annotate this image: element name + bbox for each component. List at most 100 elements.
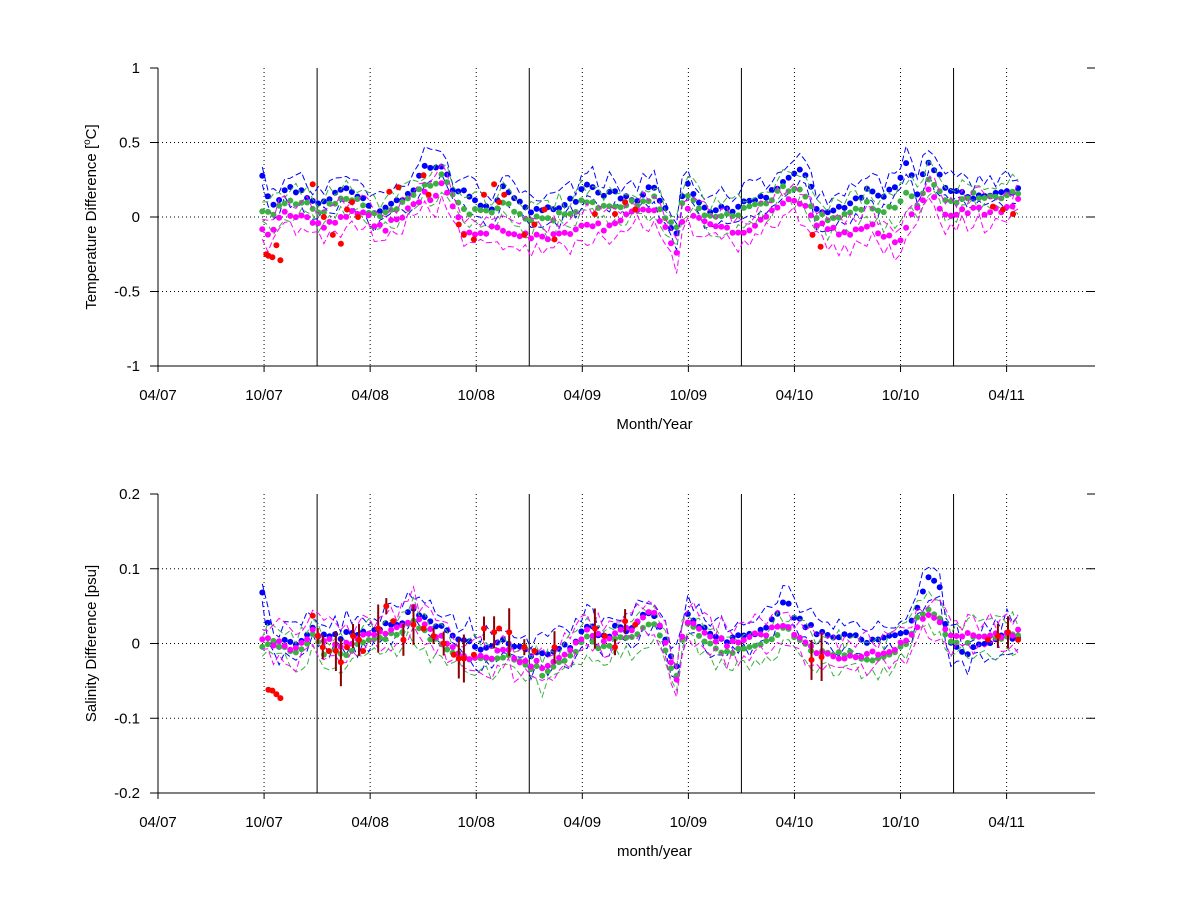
- temperature-blue-point-111: [880, 193, 887, 200]
- temperature-blue-point-57: [578, 186, 585, 193]
- temperature-green-point-33: [444, 179, 451, 186]
- temperature-magenta-point-14: [337, 214, 344, 220]
- salinity-green-point-105: [847, 648, 854, 655]
- temperature-magenta-point-54: [561, 229, 568, 236]
- temperature-green-point-106: [852, 205, 859, 212]
- temperature-magenta-point-12: [326, 218, 333, 225]
- temperature-magenta-point-84: [729, 229, 736, 236]
- temperature-magenta-point-71: [656, 218, 663, 224]
- temperature-blue-point-30: [427, 164, 434, 171]
- temperature-blue-point-112: [886, 186, 893, 193]
- salinity-red-point-36: [622, 618, 629, 625]
- temperature-green-point-104: [841, 211, 848, 217]
- salinity-magenta-point-54: [561, 651, 568, 658]
- salinity-green-point-9: [309, 631, 316, 638]
- salinity-magenta-point-26: [404, 619, 411, 626]
- temperature-green-point-59: [589, 199, 596, 206]
- salinity-blue-point-90: [763, 624, 770, 631]
- temperature-magenta-point-130: [987, 209, 994, 216]
- temperature-y-axis-label-degree: o: [82, 139, 93, 145]
- temperature-magenta-point-106: [852, 226, 859, 233]
- temperature-green-point-90: [763, 200, 770, 207]
- salinity-blue-point-120: [931, 577, 938, 584]
- temperature-blue-point-26: [404, 190, 411, 197]
- temperature-green-point-40: [483, 207, 490, 214]
- salinity-magenta-point-18: [360, 631, 367, 638]
- salinity-magenta-envelope-lower: [262, 623, 1019, 699]
- salinity-magenta-point-116: [908, 631, 915, 638]
- temperature-x-tick-label-4: 04/09: [564, 387, 602, 404]
- salinity-blue-point-125: [959, 648, 966, 655]
- salinity-red-point-4: [309, 612, 316, 619]
- temperature-magenta-point-19: [365, 212, 372, 219]
- temperature-magenta-point-70: [651, 207, 658, 214]
- temperature-red-point-23: [521, 231, 528, 238]
- salinity-blue-point-114: [897, 630, 904, 637]
- temperature-x-tick-label-0: 04/07: [139, 387, 177, 404]
- temperature-magenta-point-3: [276, 214, 283, 221]
- temperature-magenta-point-87: [746, 227, 753, 234]
- salinity-green-point-66: [628, 634, 635, 640]
- salinity-blue-point-122: [942, 621, 949, 627]
- salinity-grid: [157, 494, 1095, 793]
- temperature-magenta-point-124: [953, 211, 960, 218]
- temperature-red-point-25: [541, 206, 548, 213]
- salinity-red-point-37: [632, 621, 639, 628]
- salinity-blue-point-93: [780, 599, 786, 606]
- temperature-magenta-point-32: [438, 180, 445, 187]
- salinity-magenta-point-55: [567, 647, 574, 654]
- salinity-magenta-point-94: [785, 624, 792, 631]
- temperature-blue-point-75: [679, 193, 686, 200]
- salinity-magenta-point-104: [841, 655, 848, 662]
- temperature-blue-point-95: [791, 170, 798, 177]
- temperature-blue-point-103: [835, 203, 842, 210]
- temperature-green-point-42: [494, 205, 501, 212]
- salinity-magenta-point-106: [852, 654, 859, 661]
- salinity-magenta-point-66: [628, 627, 635, 634]
- temperature-green-point-22: [382, 209, 389, 216]
- temperature-magenta-envelope-upper: [262, 162, 1019, 241]
- salinity-magenta-point-77: [690, 620, 697, 627]
- temperature-green-point-31: [432, 180, 439, 187]
- salinity-red-point-40: [984, 636, 991, 643]
- salinity-magenta-point-47: [522, 658, 529, 664]
- temperature-green-point-110: [875, 207, 882, 214]
- salinity-magenta-point-23: [388, 626, 395, 633]
- temperature-green-point-98: [808, 203, 814, 210]
- temperature-green-point-68: [640, 198, 646, 205]
- salinity-red-point-43: [1015, 636, 1022, 643]
- temperature-green-point-61: [600, 202, 607, 209]
- temperature-magenta-point-89: [757, 216, 764, 223]
- salinity-green-point-54: [561, 657, 568, 664]
- salinity-y-axis-label: Salinity Difference [psu]: [83, 565, 100, 722]
- temperature-blue-point-15: [343, 185, 350, 192]
- salinity-magenta-point-108: [863, 650, 870, 657]
- temperature-magenta-point-102: [830, 224, 837, 231]
- temperature-magenta-point-64: [617, 217, 624, 224]
- salinity-magenta-point-40: [483, 654, 490, 661]
- temperature-magenta-point-57: [578, 222, 585, 229]
- temperature-blue-point-93: [780, 179, 786, 185]
- temperature-magenta-point-113: [891, 239, 898, 246]
- salinity-red-point-26: [481, 625, 487, 632]
- temperature-magenta-point-135: [1015, 196, 1022, 202]
- salinity-y-tick-label-3: 0.1: [119, 561, 140, 578]
- salinity-magenta-point-118: [919, 615, 926, 622]
- temperature-green-envelope-upper: [262, 158, 1019, 218]
- salinity-blue-point-57: [578, 628, 585, 635]
- salinity-red-point-2: [273, 691, 280, 698]
- salinity-blue-point-89: [757, 626, 764, 633]
- temperature-magenta-point-49: [533, 231, 540, 238]
- salinity-magenta-point-28: [416, 616, 423, 623]
- salinity-magenta-point-122: [942, 626, 949, 633]
- temperature-blue-point-23: [388, 200, 395, 207]
- temperature-magenta-point-92: [774, 204, 781, 211]
- temperature-red-point-13: [395, 184, 402, 191]
- temperature-red-point-22: [501, 191, 508, 198]
- salinity-red-point-41: [994, 633, 1001, 639]
- temperature-magenta-point-96: [796, 200, 803, 207]
- temperature-blue-point-97: [802, 172, 809, 179]
- temperature-red-point-8: [337, 240, 344, 247]
- salinity-magenta-point-76: [684, 619, 691, 626]
- temperature-green-point-78: [696, 205, 702, 212]
